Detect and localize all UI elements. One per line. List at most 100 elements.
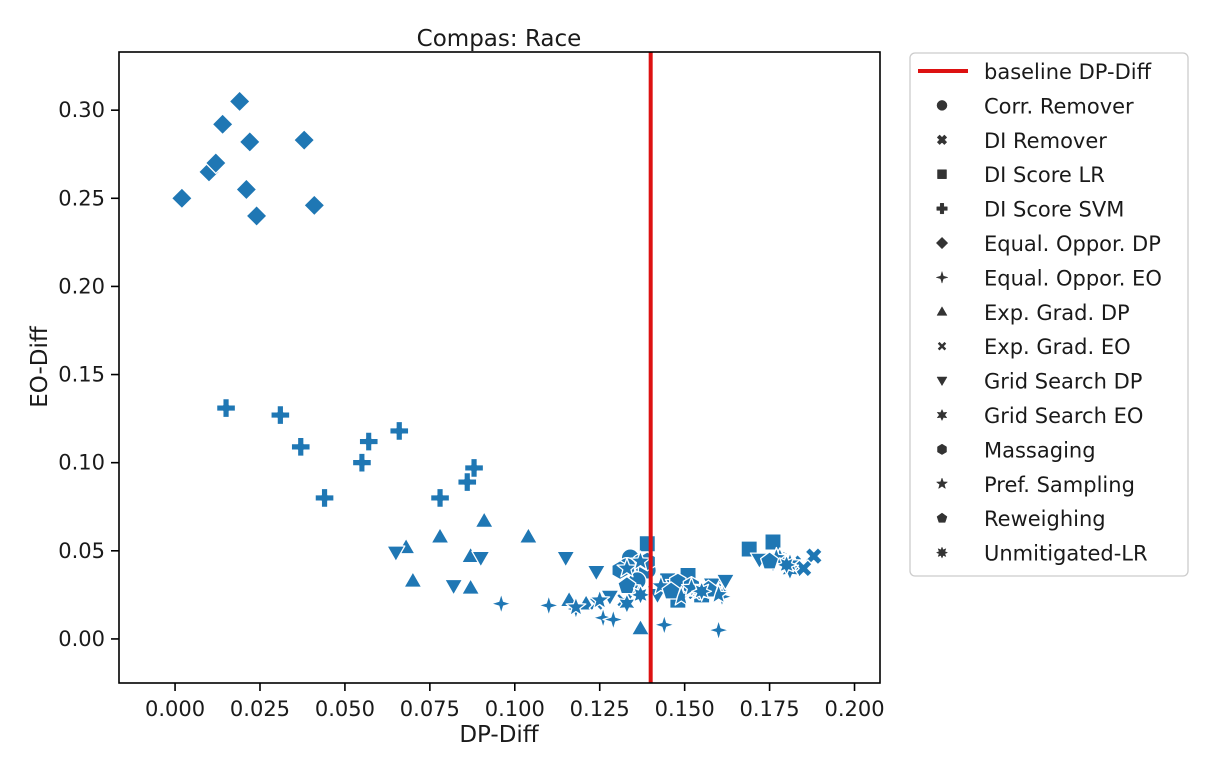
series-unmitigated-lr [629, 554, 798, 606]
x-tick-label: 0.150 [655, 697, 715, 721]
legend-label: DI Score SVM [984, 198, 1124, 222]
y-axis-label: EO-Diff [27, 325, 53, 408]
y-tick-label: 0.20 [58, 274, 105, 298]
legend-label: Corr. Remover [984, 94, 1134, 118]
data-point [358, 431, 379, 452]
x-tick-label: 0.000 [145, 697, 205, 721]
legend-swatch [937, 443, 947, 455]
legend-swatch [936, 203, 948, 215]
data-point [463, 457, 485, 479]
legend-swatch [937, 134, 947, 145]
data-point [556, 550, 576, 568]
series-di-score-svm [215, 397, 485, 509]
data-point [707, 619, 730, 642]
legend-label: DI Remover [984, 129, 1107, 153]
legend-label: DI Score LR [984, 163, 1105, 187]
data-point [351, 452, 373, 473]
legend-swatch [936, 237, 949, 250]
data-point [429, 487, 451, 509]
data-point [661, 581, 681, 600]
data-point [617, 575, 637, 595]
data-point [235, 178, 258, 201]
legend-label: Pref. Sampling [984, 473, 1135, 497]
data-point [592, 606, 615, 629]
data-point [228, 90, 251, 113]
legend-label: Exp. Grad. DP [984, 301, 1130, 325]
legend-swatch [936, 100, 948, 111]
data-point [759, 551, 780, 570]
legend: baseline DP-Diff Corr. Remover DI Remover D… [909, 52, 1189, 577]
x-tick-label: 0.025 [230, 697, 290, 721]
y-tick-label: 0.25 [58, 186, 105, 210]
data-point [245, 204, 268, 227]
plot-frame [118, 51, 881, 684]
data-point [586, 564, 606, 582]
data-point [471, 550, 491, 568]
data-point [444, 578, 464, 596]
legend-swatch [936, 271, 949, 284]
data-point [170, 187, 193, 210]
chart-title: Compas: Race [417, 26, 582, 52]
data-point [457, 471, 478, 493]
data-point [270, 404, 291, 426]
legend-swatch [936, 409, 948, 421]
legend-label: Exp. Grad. EO [984, 335, 1131, 359]
data-point [764, 533, 782, 551]
data-point [638, 535, 657, 553]
y-tick-label: 0.10 [58, 451, 105, 475]
data-point [290, 436, 311, 457]
legend-swatch [936, 306, 948, 316]
legend-label: baseline DP-Diff [984, 60, 1152, 84]
x-tick-label: 0.075 [400, 697, 460, 721]
legend-frame [909, 52, 1189, 577]
data-point [490, 592, 513, 615]
data-point [715, 573, 736, 591]
data-point [650, 575, 672, 596]
legend-label: Grid Search DP [984, 370, 1142, 394]
plot-area [170, 52, 823, 683]
data-point [602, 608, 625, 631]
data-point [238, 130, 261, 153]
data-point [629, 550, 651, 571]
x-tick-label: 0.050 [315, 697, 375, 721]
x-axis: 0.000 0.025 0.050 0.075 0.100 0.125 0.150 0.175… [145, 683, 885, 721]
data-point [776, 554, 798, 576]
legend-label: Grid Search EO [984, 404, 1143, 428]
data-point [303, 194, 326, 217]
legend-label: Reweighing [984, 507, 1106, 531]
data-point [653, 613, 676, 636]
data-point [386, 545, 406, 563]
y-axis: 0.00 0.05 0.10 0.15 0.20 0.25 0.30 [58, 98, 119, 651]
legend-swatch [936, 376, 948, 386]
data-point [211, 113, 234, 136]
data-point [629, 584, 652, 606]
data-point [630, 618, 651, 636]
y-tick-label: 0.05 [58, 539, 105, 563]
legend-swatch [936, 477, 948, 489]
data-point [215, 397, 237, 419]
data-point [537, 594, 560, 617]
data-point [430, 527, 450, 544]
legend-label: Equal. Oppor. EO [984, 266, 1162, 290]
legend-label: Massaging [984, 438, 1096, 462]
data-point [691, 580, 713, 602]
y-tick-label: 0.15 [58, 363, 105, 387]
x-tick-label: 0.125 [570, 697, 630, 721]
x-tick-label: 0.175 [740, 697, 800, 721]
x-tick-label: 0.200 [824, 697, 884, 721]
y-tick-label: 0.30 [58, 98, 105, 122]
data-point [680, 576, 702, 597]
data-point [589, 589, 611, 610]
series-reweighing [617, 551, 780, 600]
data-point [293, 129, 316, 152]
legend-swatch [936, 546, 948, 559]
legend-swatch [936, 512, 948, 523]
data-point [518, 527, 538, 544]
data-point [389, 420, 410, 442]
y-tick-label: 0.00 [58, 627, 105, 651]
data-point [403, 571, 423, 588]
legend-swatch [937, 169, 947, 179]
x-tick-label: 0.100 [485, 697, 545, 721]
series-equal-oppor-dp [170, 90, 326, 227]
